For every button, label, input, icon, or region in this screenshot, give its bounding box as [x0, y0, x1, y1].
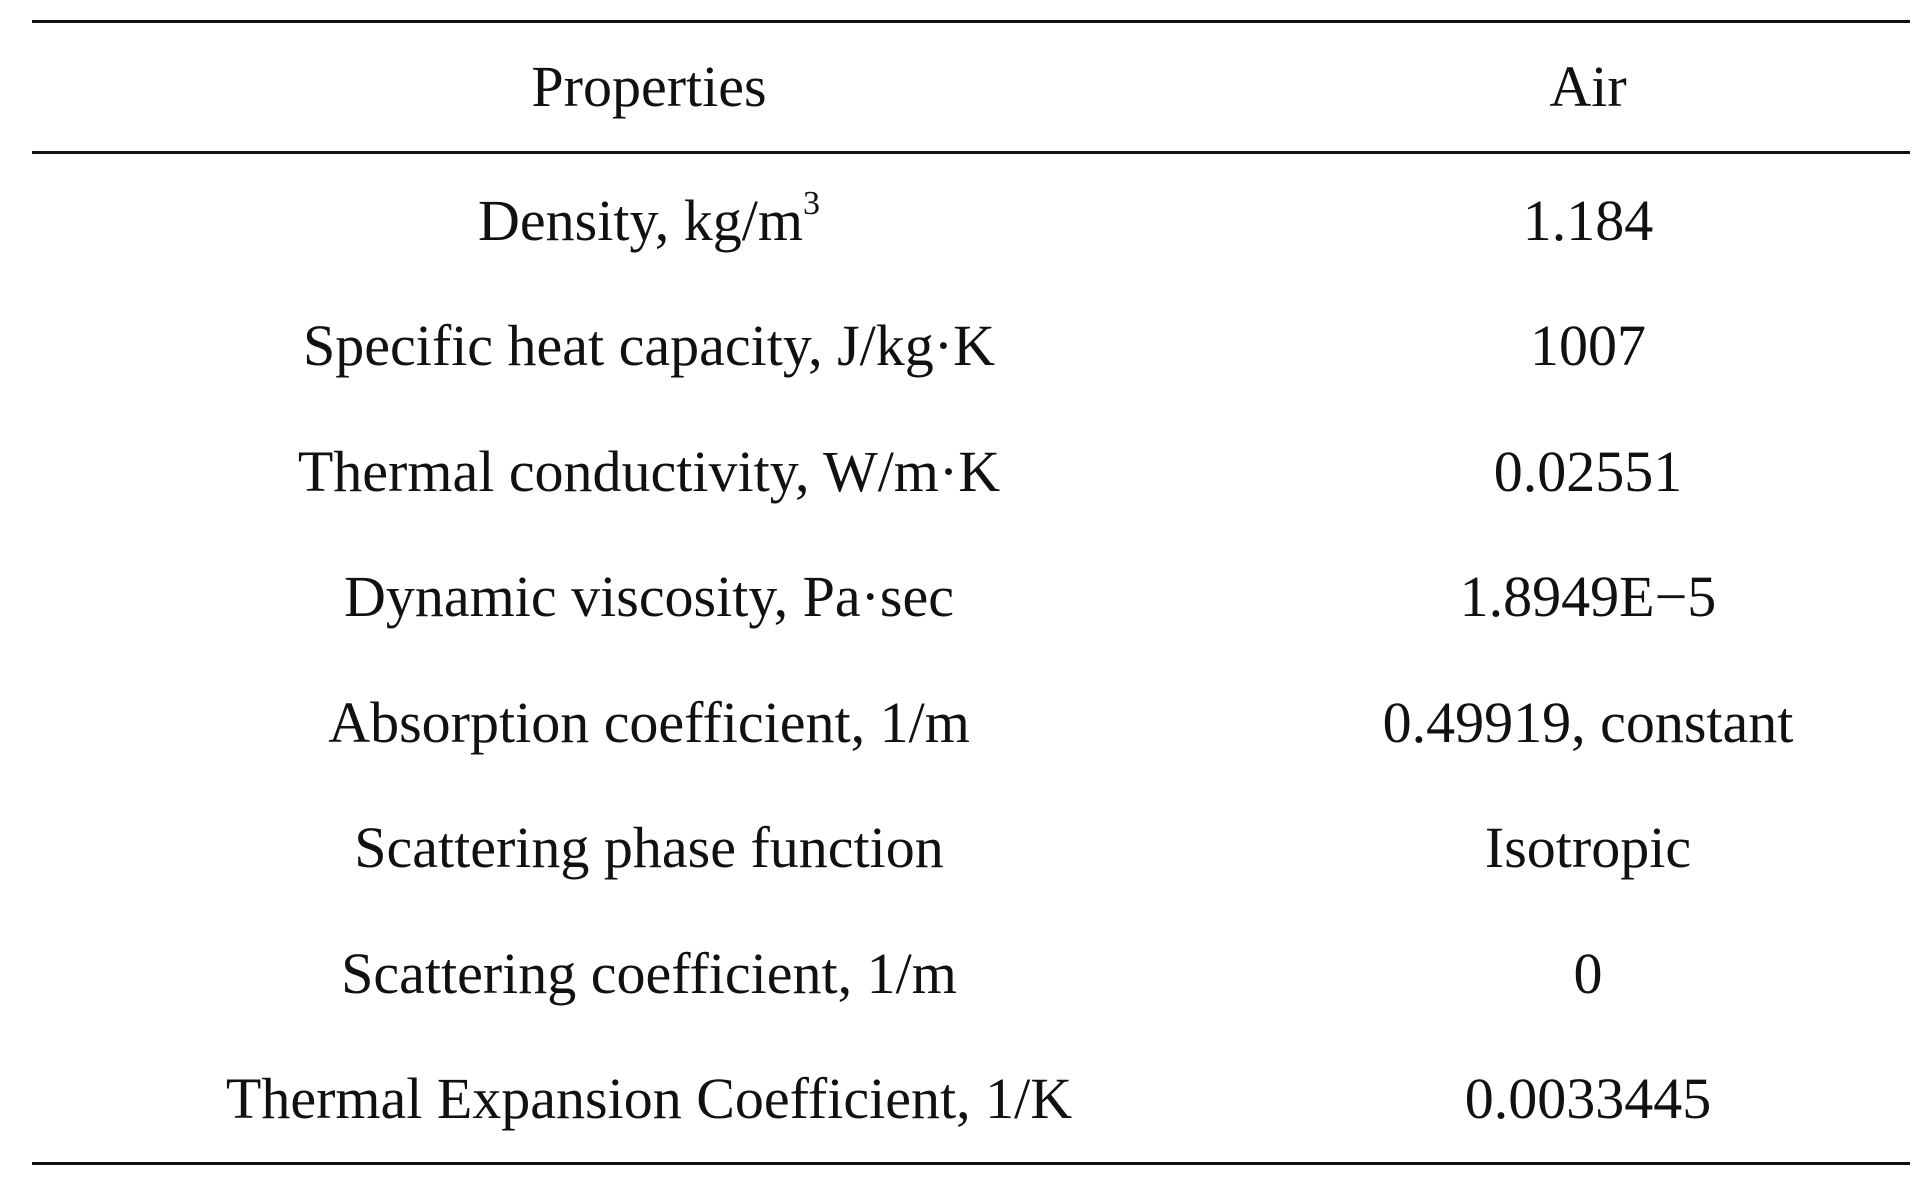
- table-top-rule: [32, 20, 1910, 23]
- table-row: Scattering phase function Isotropic: [32, 786, 1910, 912]
- row-property: Thermal conductivity, W/m·K: [297, 438, 1001, 504]
- row-property-text: Density, kg/m: [478, 187, 803, 253]
- table-header-row: Properties Air: [32, 23, 1910, 151]
- row-property: Dynamic viscosity, Pa·sec: [344, 564, 954, 630]
- row-value: 1.184: [1522, 187, 1654, 253]
- table-row: Dynamic viscosity, Pa·sec 1.8949E−5: [32, 535, 1910, 661]
- row-property: Scattering coefficient, 1/m: [341, 940, 957, 1006]
- header-properties: Properties: [531, 54, 767, 119]
- row-property: Absorption coefficient, 1/m: [328, 689, 970, 755]
- row-property: Scattering phase function: [354, 815, 944, 881]
- row-value: 0: [1573, 940, 1603, 1006]
- row-value: 1.8949E−5: [1459, 564, 1717, 630]
- table-row: Density, kg/m3 1.184: [32, 158, 1910, 284]
- superscript-3: 3: [802, 184, 820, 222]
- table-row: Thermal Expansion Coefficient, 1/K 0.003…: [32, 1037, 1910, 1163]
- table-header-rule: [32, 151, 1910, 154]
- table-row: Absorption coefficient, 1/m 0.49919, con…: [32, 660, 1910, 786]
- row-value: 0.49919, constant: [1382, 689, 1794, 755]
- row-value: 1007: [1530, 313, 1646, 379]
- row-property: Density, kg/m3: [32, 186, 1266, 250]
- table-row: Specific heat capacity, J/kg·K 1007: [32, 284, 1910, 410]
- row-value: 0.0033445: [1464, 1066, 1712, 1132]
- header-air: Air: [1549, 54, 1627, 119]
- table-bottom-rule: [32, 1162, 1910, 1165]
- row-property: Thermal Expansion Coefficient, 1/K: [225, 1066, 1073, 1132]
- row-value: Isotropic: [1484, 815, 1692, 881]
- table-row: Scattering coefficient, 1/m 0: [32, 911, 1910, 1037]
- row-property: Specific heat capacity, J/kg·K: [303, 313, 995, 379]
- properties-table: Properties Air Density, kg/m3 1.184 Spec…: [32, 20, 1910, 1165]
- table-row: Thermal conductivity, W/m·K 0.02551: [32, 409, 1910, 535]
- row-value: 0.02551: [1493, 438, 1683, 504]
